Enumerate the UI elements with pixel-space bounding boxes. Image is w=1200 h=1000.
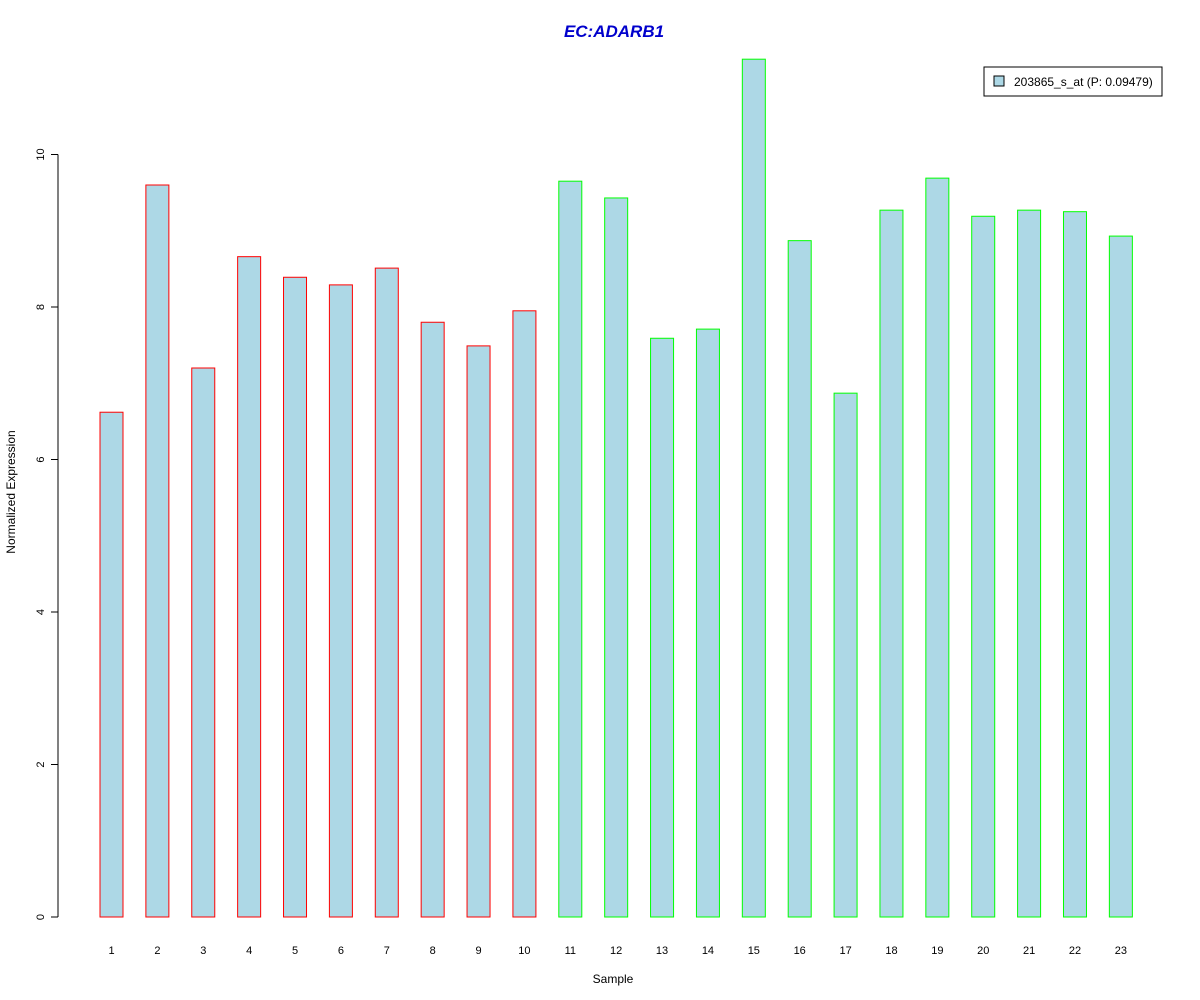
bar-sample-13 [650, 337, 675, 918]
bar-sample-4 [237, 256, 262, 918]
x-tick-label: 4 [246, 945, 252, 957]
bar-sample-18 [879, 209, 904, 918]
x-tick-label: 14 [702, 945, 714, 957]
x-tick-label: 16 [794, 945, 806, 957]
bar-sample-6 [328, 284, 353, 918]
x-tick-label: 13 [656, 945, 668, 957]
bar-sample-20 [971, 215, 996, 918]
bar-sample-5 [283, 276, 308, 918]
bar-sample-12 [604, 197, 629, 918]
bar-sample-9 [466, 345, 491, 918]
bar-sample-15 [741, 58, 766, 918]
x-tick-label: 18 [885, 945, 897, 957]
x-tick-label: 12 [610, 945, 622, 957]
x-tick-label: 21 [1023, 945, 1035, 957]
y-tick-label: 2 [35, 761, 47, 767]
y-tick-label: 6 [35, 456, 47, 462]
x-tick-label: 5 [292, 945, 298, 957]
bar-sample-1 [99, 411, 124, 918]
bar-sample-14 [695, 328, 720, 918]
bar-sample-11 [558, 180, 583, 918]
x-tick-label: 19 [931, 945, 943, 957]
chart-title: EC:ADARB1 [564, 22, 664, 41]
legend-swatch [993, 75, 1005, 87]
x-axis-label: Sample [593, 972, 634, 986]
x-tick-label: 22 [1069, 945, 1081, 957]
x-tick-label: 10 [518, 945, 530, 957]
y-tick-label: 4 [35, 609, 47, 615]
legend-label: 203865_s_at (P: 0.09479) [1014, 75, 1153, 89]
bar-sample-7 [374, 267, 399, 918]
y-tick-label: 0 [35, 914, 47, 920]
bar-sample-19 [925, 177, 950, 918]
y-axis-label: Normalized Expression [4, 430, 18, 553]
y-tick-label: 10 [35, 148, 47, 160]
bar-sample-10 [512, 310, 537, 918]
legend: 203865_s_at (P: 0.09479) [983, 66, 1163, 97]
bar-sample-8 [420, 321, 445, 918]
x-tick-label: 2 [154, 945, 160, 957]
x-tick-label: 9 [475, 945, 481, 957]
bar-sample-23 [1108, 235, 1133, 918]
x-tick-label: 6 [338, 945, 344, 957]
x-tick-label: 20 [977, 945, 989, 957]
bar-sample-17 [833, 392, 858, 918]
x-tick-label: 17 [839, 945, 851, 957]
bar-sample-21 [1017, 209, 1042, 918]
x-tick-label: 1 [108, 945, 114, 957]
x-tick-label: 8 [430, 945, 436, 957]
y-tick-label: 8 [35, 304, 47, 310]
x-tick-label: 23 [1115, 945, 1127, 957]
legend-box [983, 66, 1163, 97]
x-tick-labels: 1 2 3 4 5 6 7 8 9 10 11 12 13 14 15 16 17 18 19 20 21 22 23 [108, 945, 1127, 957]
x-tick-label: 11 [565, 945, 576, 957]
x-tick-label: 7 [384, 945, 390, 957]
y-axis: 0 2 4 6 8 10 [35, 148, 59, 920]
bar-sample-3 [191, 367, 216, 918]
x-tick-label: 3 [200, 945, 206, 957]
bar-sample-16 [787, 240, 812, 918]
bar-sample-2 [145, 184, 170, 918]
x-tick-label: 15 [748, 945, 760, 957]
bars [99, 58, 1133, 918]
bar-sample-22 [1062, 211, 1087, 918]
